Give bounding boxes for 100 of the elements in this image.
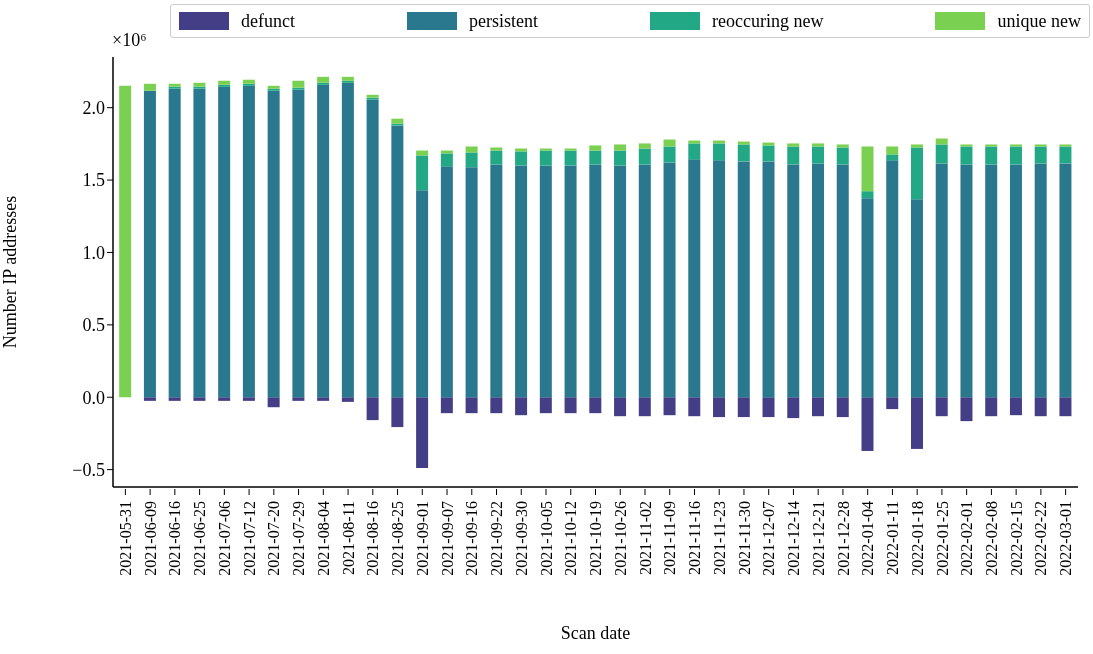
bar xyxy=(836,144,849,148)
bar xyxy=(985,164,998,398)
bar xyxy=(638,148,651,165)
bar xyxy=(960,146,973,165)
bar xyxy=(688,397,701,417)
bar xyxy=(341,80,354,83)
bar xyxy=(985,397,998,417)
x-tick-label: 2021-07-06 xyxy=(215,501,233,576)
bar xyxy=(119,85,132,398)
bar xyxy=(539,150,552,166)
x-tick-label: 2021-09-22 xyxy=(488,501,506,576)
bar xyxy=(490,147,503,151)
bar xyxy=(465,152,478,168)
bar xyxy=(490,150,503,165)
bar xyxy=(317,76,330,83)
x-tick-label: 2021-11-16 xyxy=(686,501,704,576)
bar xyxy=(737,397,750,418)
bar xyxy=(1009,397,1022,416)
bar xyxy=(218,84,231,87)
bar xyxy=(292,87,305,90)
bar xyxy=(218,397,231,401)
bar xyxy=(317,84,330,398)
x-tick-label: 2021-06-16 xyxy=(166,501,184,576)
bar xyxy=(416,155,429,191)
bar xyxy=(465,167,478,398)
bar xyxy=(218,80,231,85)
bar xyxy=(713,143,726,161)
bar xyxy=(910,147,923,200)
x-tick-label: 2022-02-15 xyxy=(1007,501,1025,576)
legend-label: unique new xyxy=(997,10,1081,32)
bar xyxy=(910,397,923,449)
x-tick-label: 2021-07-20 xyxy=(265,501,283,576)
legend-label: defunct xyxy=(241,10,295,32)
bar xyxy=(539,165,552,398)
bar xyxy=(910,199,923,398)
bar xyxy=(614,150,627,166)
bar xyxy=(391,123,404,126)
bar xyxy=(267,397,280,408)
bar xyxy=(935,397,948,417)
bar xyxy=(836,147,849,165)
bar xyxy=(688,143,701,160)
bar xyxy=(490,164,503,398)
x-tick-label: 2022-02-08 xyxy=(983,501,1000,576)
bar xyxy=(564,150,577,166)
x-tick-label: 2021-09-16 xyxy=(463,501,481,576)
bar xyxy=(193,397,206,401)
bar xyxy=(762,145,775,162)
bar xyxy=(886,146,899,155)
bar xyxy=(861,198,874,398)
y-tick-label: 1.0 xyxy=(82,242,105,263)
bar xyxy=(614,165,627,398)
bar xyxy=(638,397,651,417)
bar xyxy=(614,144,627,151)
x-tick-label: 2022-02-22 xyxy=(1032,501,1050,576)
x-tick-label: 2022-03-01 xyxy=(1057,501,1075,576)
bar xyxy=(812,163,825,398)
bar xyxy=(416,397,429,468)
x-tick-label: 2021-12-07 xyxy=(760,501,778,576)
bar xyxy=(539,148,552,151)
bar xyxy=(960,144,973,147)
bar xyxy=(935,163,948,398)
bar xyxy=(143,83,156,91)
bar xyxy=(341,397,354,402)
bar xyxy=(292,80,305,88)
legend-label: reoccuring new xyxy=(712,10,824,32)
bar xyxy=(935,144,948,164)
x-tick-label: 2021-06-25 xyxy=(191,501,209,576)
bar xyxy=(292,89,305,398)
bar xyxy=(515,397,528,416)
x-tick-label: 2021-09-07 xyxy=(438,501,456,576)
bar xyxy=(267,90,280,398)
bar xyxy=(886,397,899,410)
bar xyxy=(490,397,503,414)
bar xyxy=(1059,397,1072,417)
x-tick-label: 2021-10-19 xyxy=(587,501,605,576)
bar xyxy=(317,397,330,401)
bar xyxy=(836,397,849,418)
bar xyxy=(638,164,651,398)
x-tick-label: 2021-11-30 xyxy=(735,501,753,576)
x-tick-label: 2021-10-26 xyxy=(611,501,629,576)
x-tick-label: 2021-12-21 xyxy=(809,501,827,576)
x-axis-title: Scan date xyxy=(560,623,631,643)
bar xyxy=(886,154,899,161)
x-tick-label: 2021-09-01 xyxy=(413,501,431,576)
x-tick-label: 2021-08-04 xyxy=(314,501,332,576)
bar xyxy=(762,161,775,398)
bar xyxy=(787,146,800,165)
bar xyxy=(143,90,156,398)
bar xyxy=(391,397,404,428)
bar xyxy=(812,397,825,417)
bar xyxy=(886,160,899,398)
bar xyxy=(515,151,528,166)
bar xyxy=(341,82,354,398)
y-tick-label: 0.5 xyxy=(82,315,105,336)
bar xyxy=(564,165,577,398)
bar xyxy=(440,153,453,167)
bar xyxy=(861,397,874,451)
bar xyxy=(193,88,206,398)
bar xyxy=(416,190,429,398)
bar xyxy=(1009,164,1022,398)
